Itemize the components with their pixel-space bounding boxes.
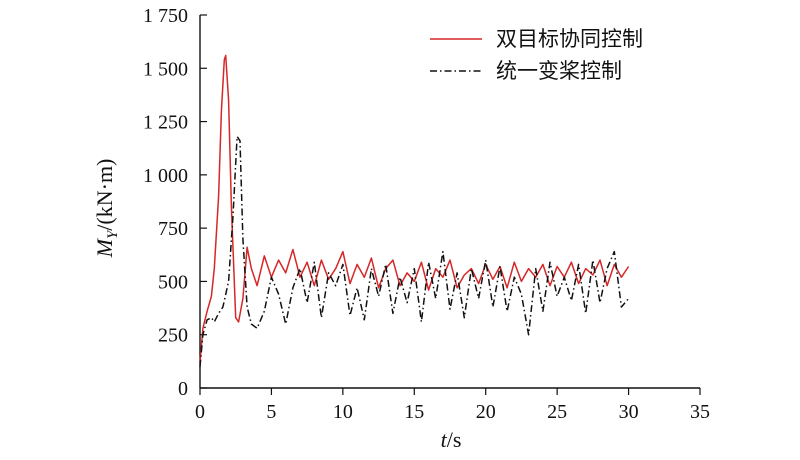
axes <box>199 15 700 389</box>
x-tick-label: 10 <box>333 401 353 423</box>
legend: 双目标协同控制 统一变桨控制 <box>430 27 643 83</box>
y-tick-label: 0 <box>178 378 188 400</box>
series-group <box>199 54 630 367</box>
y-axis-title-unit: /(kN·m) <box>92 159 117 231</box>
x-tick-label: 15 <box>404 401 424 423</box>
y-axis-title: MY/(kN·m) <box>92 159 121 259</box>
x-tick-label: 35 <box>690 401 710 423</box>
y-tick-label: 1 500 <box>143 58 188 80</box>
series-line-1 <box>199 135 630 367</box>
x-axis-title: t/s <box>441 427 462 452</box>
y-tick-label: 1 250 <box>143 112 188 134</box>
y-axis-title-sub: Y <box>105 229 121 239</box>
legend-label-0: 双目标协同控制 <box>496 27 643 51</box>
y-axis-title-main: M <box>92 237 117 258</box>
y-ticks: 0 250 500 750 1 000 1 250 1 500 1 750 <box>143 5 207 400</box>
y-tick-label: 1 000 <box>143 165 188 187</box>
legend-label-1: 统一变桨控制 <box>496 59 622 83</box>
y-tick-label: 250 <box>158 325 188 347</box>
y-tick-label: 1 750 <box>143 5 188 27</box>
x-tick-label: 30 <box>619 401 639 423</box>
x-tick-label: 5 <box>266 401 276 423</box>
x-tick-label: 25 <box>547 401 567 423</box>
x-tick-label: 0 <box>195 401 205 423</box>
y-tick-label: 500 <box>158 271 188 293</box>
x-tick-label: 20 <box>476 401 496 423</box>
x-axis-title-main: t <box>441 427 448 452</box>
series-line-0 <box>199 54 630 363</box>
x-ticks: 0 5 10 15 20 25 30 35 <box>195 388 710 423</box>
y-tick-label: 750 <box>158 218 188 240</box>
x-axis-title-unit: /s <box>447 427 462 452</box>
